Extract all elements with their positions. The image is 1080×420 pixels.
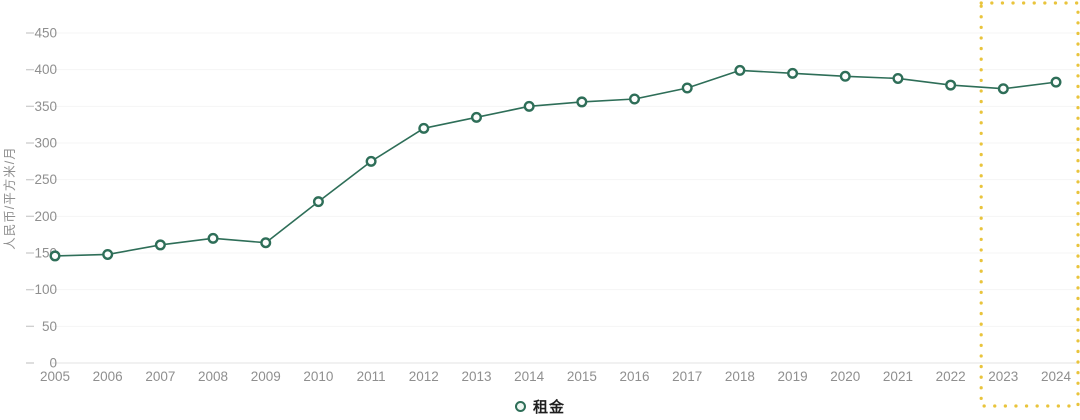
- svg-text:0: 0: [49, 356, 57, 371]
- x-axis-label: 2007: [145, 369, 175, 384]
- svg-text:350: 350: [34, 99, 57, 114]
- legend-label: 租金: [532, 399, 566, 416]
- x-axis-label: 2024: [1041, 369, 1072, 384]
- data-point-marker: [260, 237, 272, 249]
- svg-text:200: 200: [34, 209, 57, 224]
- x-axis-label: 2010: [303, 369, 333, 384]
- y-axis-title: 人民币/平方米/月: [2, 146, 17, 249]
- svg-text:100: 100: [34, 282, 57, 297]
- x-axis-label: 2014: [514, 369, 545, 384]
- rent-line: [54, 69, 1057, 257]
- x-axis-label: 2012: [409, 369, 439, 384]
- data-point-marker: [523, 100, 535, 112]
- svg-text:450: 450: [34, 26, 57, 41]
- svg-text:50: 50: [42, 319, 57, 334]
- data-point-marker: [892, 72, 904, 84]
- data-point-marker: [839, 70, 851, 82]
- x-axis-label: 2017: [672, 369, 702, 384]
- x-axis-label: 2022: [936, 369, 966, 384]
- x-axis-label: 2006: [93, 369, 123, 384]
- data-point-marker: [312, 196, 324, 208]
- x-axis-label: 2008: [198, 369, 228, 384]
- x-axis-label: 2023: [988, 369, 1018, 384]
- x-axis-label: 2005: [40, 369, 70, 384]
- x-axis-label: 2016: [620, 369, 650, 384]
- data-point-marker: [154, 239, 166, 251]
- data-point-marker: [997, 83, 1009, 95]
- svg-text:400: 400: [34, 62, 57, 77]
- x-axis-label: 2021: [883, 369, 913, 384]
- data-point-marker: [102, 248, 114, 260]
- x-axis-label: 2015: [567, 369, 597, 384]
- x-axis-label: 2019: [778, 369, 808, 384]
- data-point-marker: [207, 232, 219, 244]
- data-point-marker: [576, 96, 588, 108]
- data-point-marker: [787, 67, 799, 79]
- x-axis-label: 2013: [461, 369, 491, 384]
- x-axis-label: 2020: [830, 369, 860, 384]
- legend-item-rent[interactable]: 租金: [514, 396, 566, 417]
- data-point-marker: [629, 93, 641, 105]
- data-point-marker: [418, 122, 430, 134]
- svg-text:250: 250: [34, 172, 57, 187]
- highlight-region-2023-2024: [979, 1, 1080, 408]
- data-point-marker: [945, 79, 957, 91]
- data-point-marker: [49, 250, 61, 262]
- data-point-marker: [734, 64, 746, 76]
- svg-text:300: 300: [34, 136, 57, 151]
- data-point-marker: [365, 155, 377, 167]
- x-axis-label: 2018: [725, 369, 755, 384]
- x-axis-label: 2009: [251, 369, 281, 384]
- data-point-marker: [470, 111, 482, 123]
- legend-ring-icon: [514, 401, 526, 412]
- x-axis-label: 2011: [357, 369, 386, 384]
- data-point-marker: [681, 82, 693, 94]
- data-point-marker: [1050, 76, 1062, 88]
